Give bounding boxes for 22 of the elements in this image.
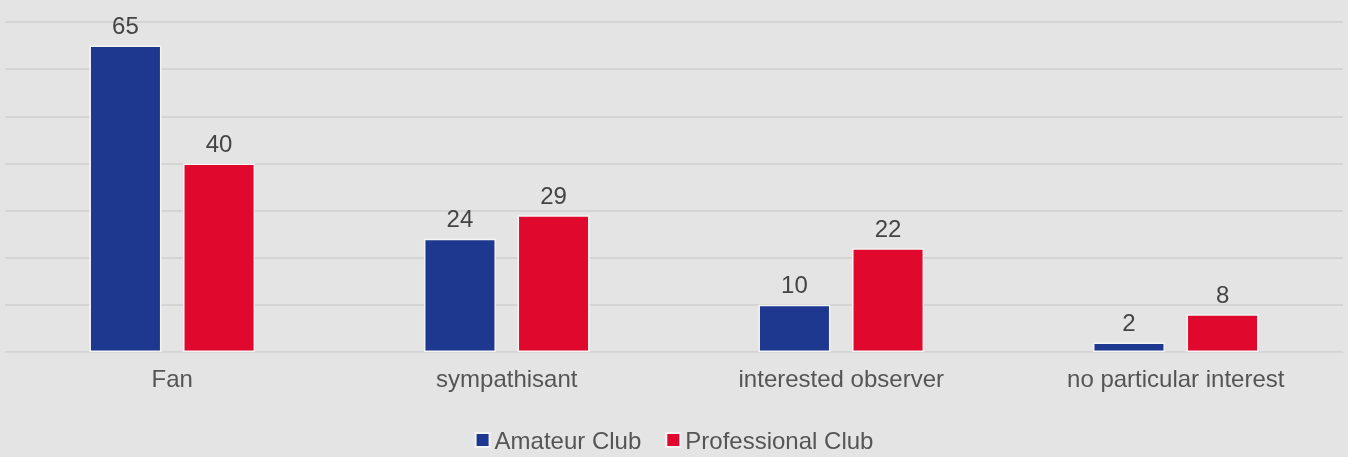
bar (183, 163, 256, 352)
bar (1186, 314, 1259, 352)
bar (1092, 342, 1165, 352)
bar (89, 45, 162, 352)
bar (758, 304, 831, 352)
data-label: 65 (112, 12, 139, 40)
bar (423, 238, 496, 352)
data-label: 10 (781, 271, 808, 299)
x-tick-label: Fan (151, 364, 193, 392)
legend-label: Professional Club (685, 426, 874, 454)
data-label: 24 (446, 205, 474, 233)
legend-label: Amateur Club (494, 426, 642, 454)
data-label: 2 (1122, 309, 1136, 337)
bar (517, 215, 590, 352)
data-label: 8 (1215, 280, 1230, 308)
bar (852, 248, 925, 352)
x-tick-label: no particular interest (1067, 364, 1285, 392)
data-label: 22 (874, 214, 902, 242)
x-tick-label: interested observer (738, 364, 944, 392)
x-tick-label: sympathisant (436, 364, 578, 392)
data-label: 29 (540, 181, 567, 209)
data-label: 40 (205, 129, 233, 157)
